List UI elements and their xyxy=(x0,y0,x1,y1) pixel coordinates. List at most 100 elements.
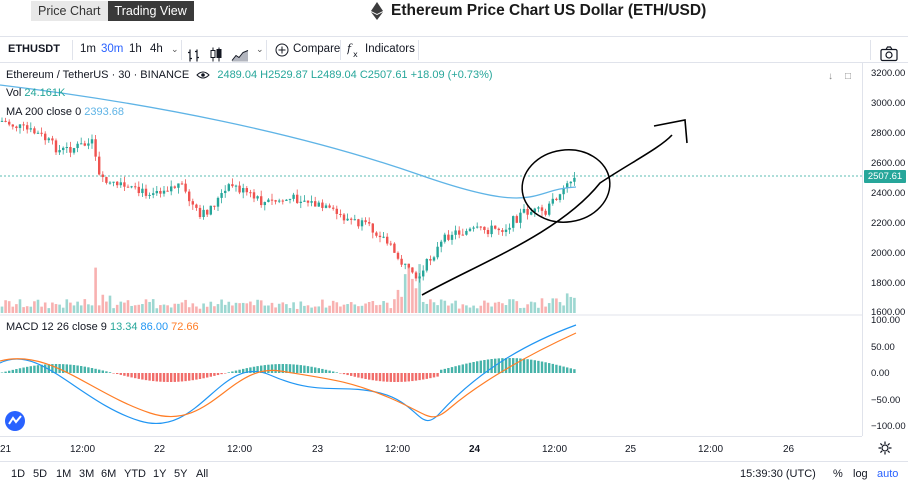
range-1m-button[interactable]: 1M xyxy=(56,468,72,480)
timeframe-30m-button[interactable]: 30m xyxy=(101,43,124,55)
tab-trading-view[interactable]: Trading View xyxy=(107,1,194,21)
candle-body xyxy=(339,213,342,215)
candle-body xyxy=(159,190,162,194)
volume-bar xyxy=(522,307,526,313)
macd-histogram-bar xyxy=(443,368,446,373)
range-1y-button[interactable]: 1Y xyxy=(153,468,167,480)
volume-bar xyxy=(0,306,4,313)
range-6m-button[interactable]: 6M xyxy=(101,468,117,480)
volume-bar xyxy=(119,301,123,313)
time-axis[interactable]: 21 12:00 22 12:00 23 12:00 24 12:00 25 1… xyxy=(0,436,862,460)
chart-canvas[interactable] xyxy=(0,63,862,436)
compare-button[interactable]: Compare xyxy=(275,37,340,62)
candle-body xyxy=(180,183,184,185)
candle-body xyxy=(483,226,486,230)
camera-icon[interactable] xyxy=(880,41,898,66)
log-scale-button[interactable]: log xyxy=(853,468,868,480)
macd-histogram-bar xyxy=(537,360,540,373)
candle-body xyxy=(278,200,281,202)
candle-body xyxy=(490,225,493,235)
timeframe-dropdown-chevron-down-icon[interactable]: ⌄ xyxy=(171,44,179,54)
indicators-button[interactable]: f x Indicators xyxy=(347,37,415,62)
volume-bar xyxy=(202,303,205,313)
candle-body xyxy=(566,183,569,188)
range-3m-button[interactable]: 3M xyxy=(79,468,95,480)
macd-histogram-bar xyxy=(209,373,212,377)
volume-bar xyxy=(130,305,133,313)
time-tick: 12:00 xyxy=(227,444,253,455)
candle-body xyxy=(202,209,205,218)
volume-bar xyxy=(281,302,285,313)
symbol-search-button[interactable]: ETHUSDT xyxy=(8,43,60,55)
volume-bar xyxy=(357,306,360,313)
auto-scale-button[interactable]: auto xyxy=(877,468,899,480)
volume-bar xyxy=(15,304,18,313)
candle-body xyxy=(166,190,169,192)
macd-histogram-bar xyxy=(278,364,281,373)
bar-style-icon[interactable] xyxy=(187,43,201,68)
range-1d-button[interactable]: 1D xyxy=(11,468,26,480)
eye-icon[interactable] xyxy=(196,70,210,80)
macd-histogram-bar xyxy=(4,371,7,373)
range-5y-button[interactable]: 5Y xyxy=(174,468,188,480)
candle-body xyxy=(335,208,338,214)
macd-histogram-bar xyxy=(238,369,241,373)
candle-body xyxy=(72,148,76,153)
timeframe-1h-button[interactable]: 1h xyxy=(129,43,142,55)
area-style-icon[interactable] xyxy=(231,43,249,68)
macd-histogram-bar xyxy=(191,373,194,381)
percent-scale-button[interactable]: % xyxy=(833,468,843,480)
range-all-button[interactable]: All xyxy=(196,468,209,480)
macd-histogram-bar xyxy=(548,363,551,373)
volume-bar xyxy=(533,302,537,313)
macd-histogram-bar xyxy=(11,369,14,373)
macd-histogram-bar xyxy=(227,372,230,373)
macd-histogram-bar xyxy=(447,367,450,373)
ma-legend: MA 200 close 0 2393.68 xyxy=(6,106,124,118)
candle-body xyxy=(137,186,140,194)
macd-histogram-bar xyxy=(213,373,216,376)
candle-style-icon[interactable] xyxy=(209,42,223,67)
volume-bar xyxy=(295,308,299,313)
price-axis[interactable]: 3200.00 3000.00 2800.00 2600.00 2400.00 … xyxy=(862,63,908,436)
toolbar-divider xyxy=(418,40,419,60)
volume-bar xyxy=(544,306,547,313)
macd-histogram-bar xyxy=(569,368,572,373)
macd-histogram-bar xyxy=(544,362,547,373)
macd-histogram-bar xyxy=(65,364,68,373)
candle-body xyxy=(123,182,126,187)
candle-body xyxy=(144,188,148,196)
pane-maximize-icon[interactable]: □ xyxy=(845,71,852,82)
candle-body xyxy=(11,124,14,127)
macd-histogram-bar xyxy=(508,358,511,373)
timeframe-1m-button[interactable]: 1m xyxy=(80,43,96,55)
volume-bar xyxy=(364,303,367,313)
volume-bar xyxy=(29,306,33,313)
view-tabs: Price Chart Trading View xyxy=(31,1,194,21)
tradingview-logo-icon[interactable] xyxy=(4,410,26,432)
chart-style-dropdown-chevron-down-icon[interactable]: ⌄ xyxy=(256,44,264,54)
macd-histogram-bar xyxy=(108,372,112,373)
candle-body xyxy=(540,207,544,211)
timeframe-4h-button[interactable]: 4h xyxy=(150,43,163,55)
tab-price-chart[interactable]: Price Chart xyxy=(31,1,108,21)
pane-arrow-down-icon[interactable]: ↓ xyxy=(828,71,833,82)
candle-body xyxy=(18,124,22,129)
gear-icon[interactable] xyxy=(878,441,892,455)
pair-label: Ethereum / TetherUS · 30 · BINANCE xyxy=(6,69,190,81)
macd-histogram-bar xyxy=(317,368,320,373)
volume-label: Vol xyxy=(6,87,22,99)
candle-body xyxy=(396,252,400,259)
volume-bar xyxy=(321,299,324,313)
range-ytd-button[interactable]: YTD xyxy=(124,468,146,480)
range-5d-button[interactable]: 5D xyxy=(33,468,48,480)
candle-body xyxy=(170,186,173,192)
macd-histogram-bar xyxy=(364,373,367,380)
macd-histogram-bar xyxy=(162,373,166,382)
candle-body xyxy=(22,124,25,126)
utc-clock[interactable]: 15:39:30 (UTC) xyxy=(740,468,816,480)
volume-bar xyxy=(303,305,306,313)
macd-histogram-bar xyxy=(26,366,29,373)
volume-bar xyxy=(393,299,396,313)
volume-bar xyxy=(493,302,497,313)
